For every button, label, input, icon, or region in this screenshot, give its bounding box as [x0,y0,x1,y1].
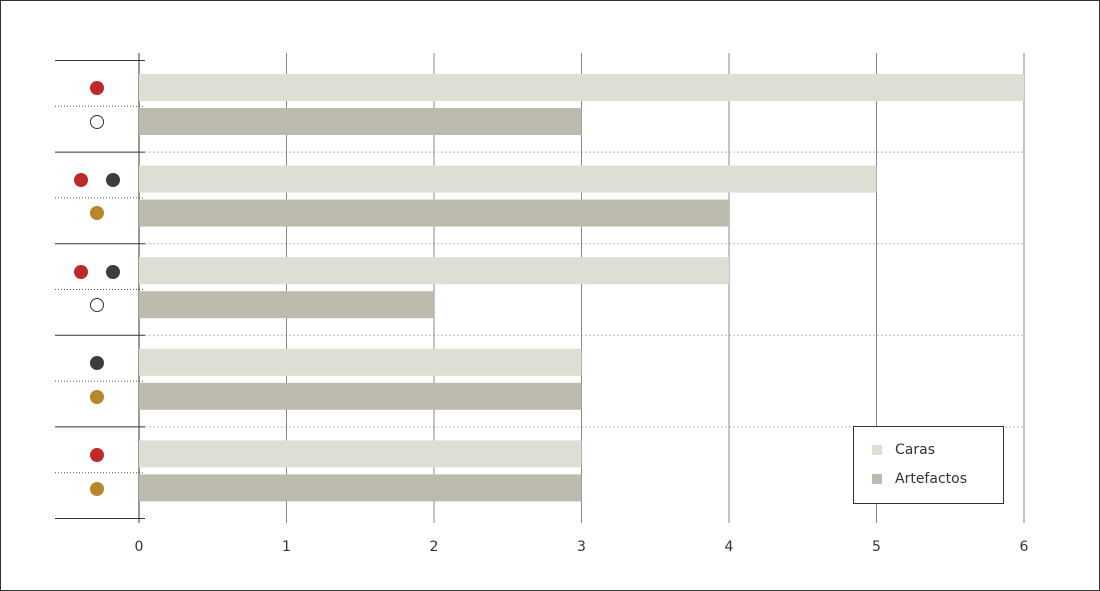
icon-dot [106,265,120,279]
icon-dot [90,356,104,370]
legend-swatch [872,445,882,455]
bar [139,165,877,193]
icon-dot [90,298,104,312]
bar [139,74,1024,101]
x-tick-label: 3 [577,539,586,555]
icon-dot [74,173,88,187]
x-tick-label: 2 [430,539,439,555]
legend-swatch [872,474,882,484]
bar [139,440,582,468]
bar [139,108,582,135]
x-tick-label: 4 [725,539,734,555]
bar [139,199,729,227]
icon-dot [90,390,104,404]
bar [139,291,434,319]
icon-dot [106,173,120,187]
x-tick-label: 1 [282,539,291,555]
legend-label: Artefactos [895,471,967,487]
icon-dot [74,265,88,279]
x-tick-label: 6 [1020,539,1029,555]
x-tick-label: 5 [872,539,881,555]
icon-dot [90,448,104,462]
bar [139,382,582,410]
legend-box [853,426,1004,504]
icon-dot [90,81,104,95]
legend-label: Caras [895,442,935,458]
x-tick-label: 0 [135,539,144,555]
bar [139,257,729,285]
icon-dot [90,206,104,220]
icon-dot [90,482,104,496]
row-icons [74,81,120,496]
legend: Caras Artefactos [853,426,1004,504]
bar [139,348,582,376]
icon-dot [90,115,104,129]
bar [139,474,582,502]
